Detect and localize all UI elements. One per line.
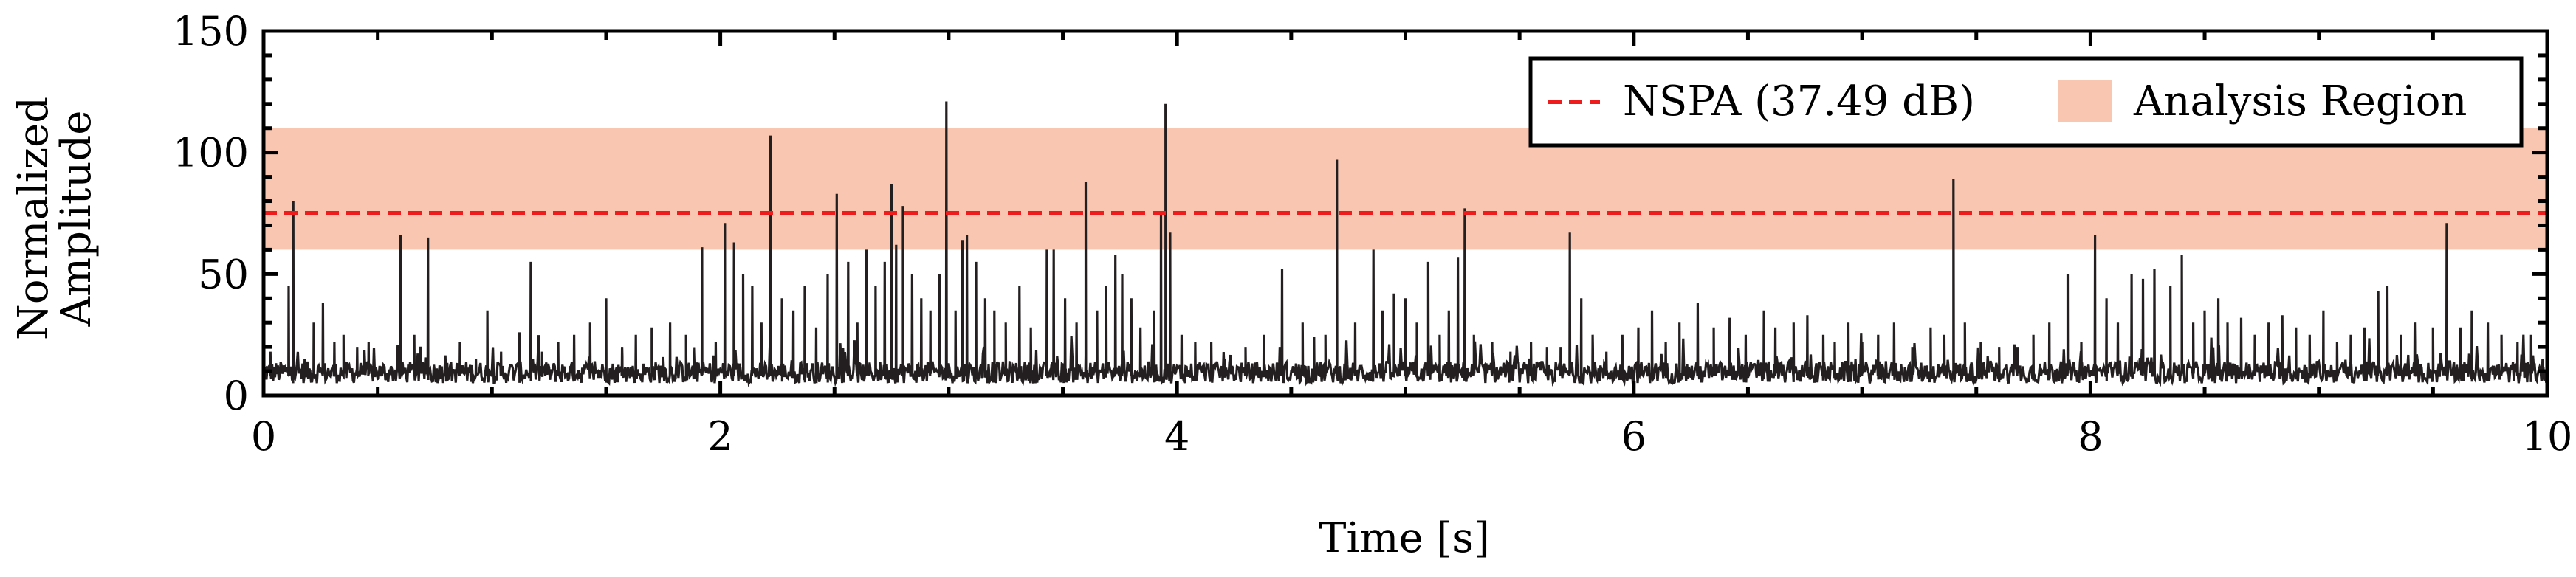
y-tick-label: 50 bbox=[198, 251, 249, 297]
x-tick-label: 2 bbox=[707, 413, 732, 460]
axes-layer bbox=[261, 29, 2549, 398]
x-axis-label: Time [s] bbox=[1319, 514, 1490, 562]
legend-region-label: Analysis Region bbox=[2133, 77, 2467, 125]
legend-box bbox=[1528, 56, 2524, 148]
x-tick-label: 0 bbox=[251, 413, 276, 460]
y-tick-label: 0 bbox=[224, 373, 249, 419]
y-axis-label-line-2: Amplitude bbox=[52, 111, 100, 328]
x-tick-label: 4 bbox=[1164, 413, 1189, 460]
y-axis-label: Normalized Amplitude bbox=[10, 97, 100, 340]
series-layer bbox=[263, 101, 2549, 387]
y-tick-label: 100 bbox=[173, 130, 249, 176]
legend: NSPA (37.49 dB) Analysis Region bbox=[1528, 56, 2524, 148]
legend-nspa-label: NSPA (37.49 dB) bbox=[1623, 77, 1975, 125]
x-tick-label: 8 bbox=[2078, 413, 2103, 460]
signal-trace bbox=[263, 101, 2549, 387]
analysis-region-layer bbox=[264, 128, 2547, 250]
y-tick-label: 150 bbox=[173, 8, 249, 55]
x-tick-label: 6 bbox=[1621, 413, 1646, 460]
x-tick-label: 10 bbox=[2522, 413, 2573, 460]
analysis-region bbox=[264, 128, 2547, 250]
y-axis-label-line-1: Normalized bbox=[10, 97, 58, 340]
legend-region-swatch bbox=[2058, 80, 2112, 122]
